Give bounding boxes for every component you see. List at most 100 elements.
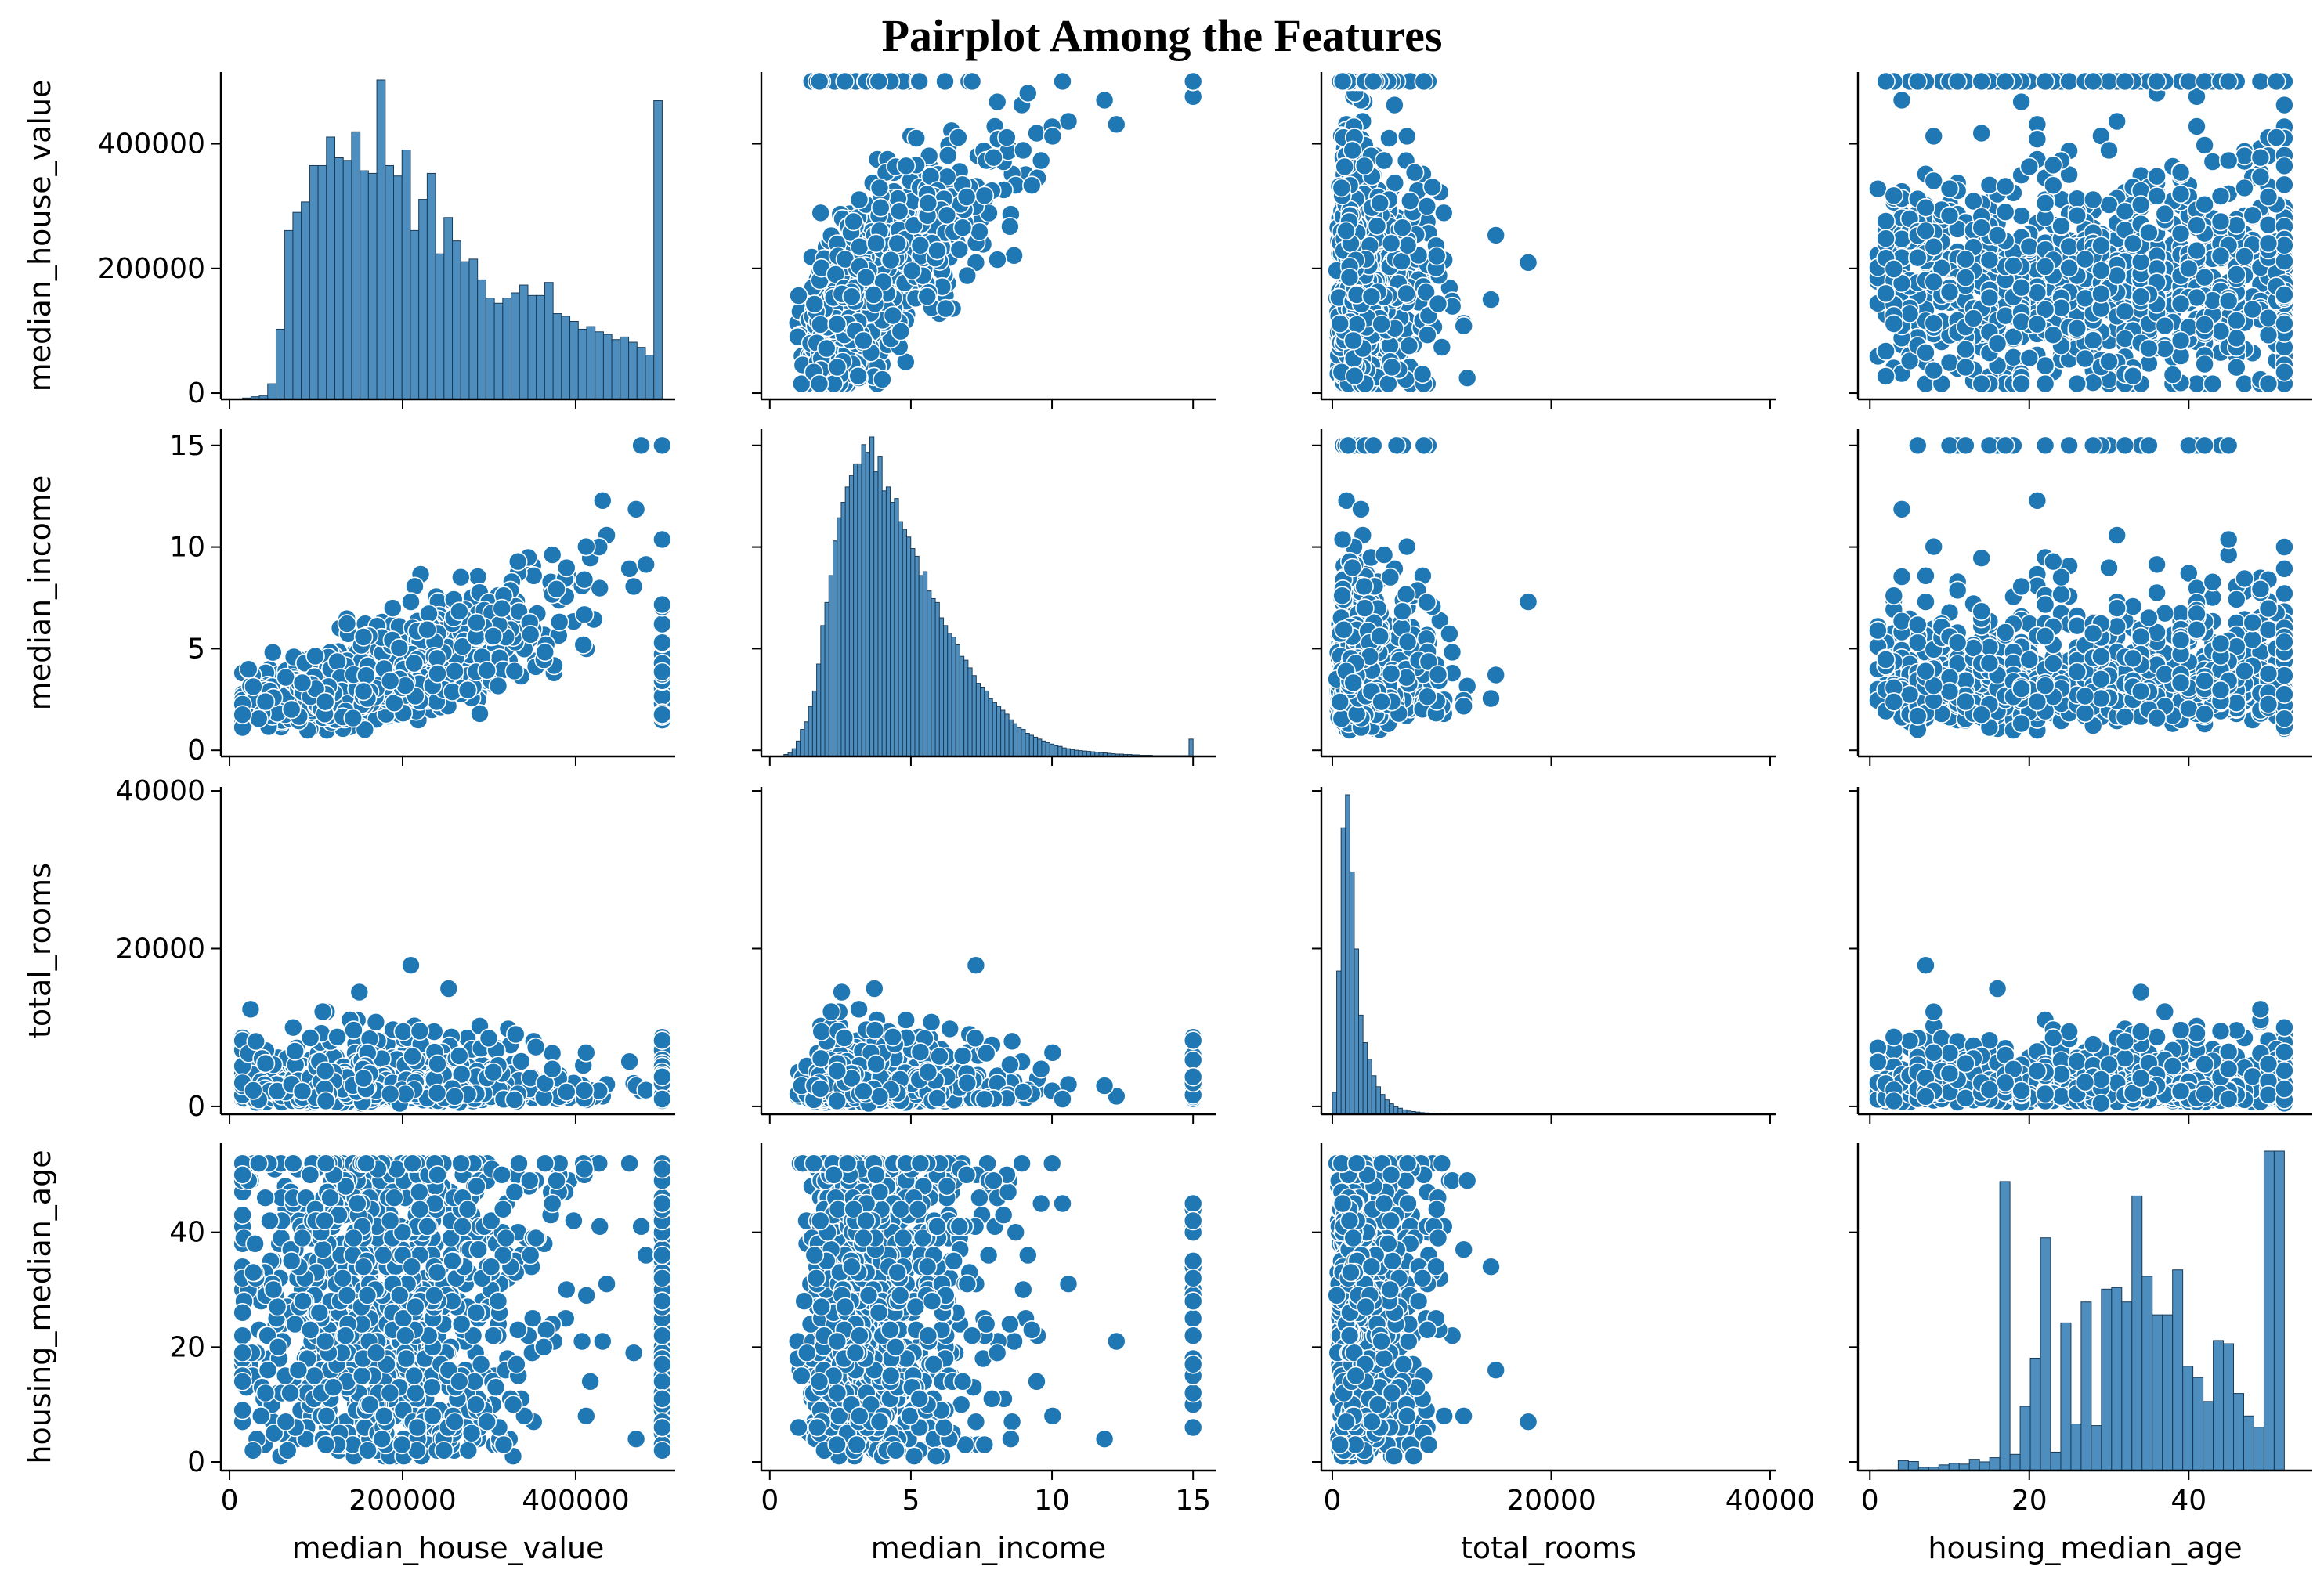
scatter-point <box>985 149 1003 167</box>
scatter-point <box>1433 338 1451 356</box>
histogram-bar <box>503 298 511 399</box>
scatter-point <box>2275 96 2293 114</box>
scatter-point <box>484 627 502 645</box>
scatter-point <box>653 663 671 681</box>
y-tick-label: 0 <box>187 734 205 767</box>
histogram-bar <box>519 285 528 399</box>
histogram-bar <box>1058 746 1062 756</box>
scatter-point <box>2188 288 2206 306</box>
histogram-bar <box>919 576 923 756</box>
scatter-point <box>897 157 915 175</box>
scatter-point <box>2212 187 2230 205</box>
scatter-point <box>2196 316 2214 334</box>
scatter-point <box>873 370 891 388</box>
histogram-bar <box>595 332 604 399</box>
scatter-point <box>418 621 436 639</box>
scatter-point <box>338 615 356 633</box>
scatter-point <box>1972 125 1990 143</box>
histogram-bar <box>992 702 996 756</box>
histogram-bar <box>309 165 318 399</box>
scatter-point <box>316 693 334 711</box>
scatter-point <box>1972 375 1990 393</box>
scatter-point <box>1362 287 1380 305</box>
scatter-point <box>2076 350 2094 368</box>
histogram-bar <box>1050 744 1054 756</box>
scatter-point <box>1368 217 1386 235</box>
scatter-point <box>240 660 258 678</box>
scatter-point <box>1060 113 1078 131</box>
histogram-bar <box>494 303 503 399</box>
scatter-point <box>2044 176 2062 194</box>
scatter-point <box>355 682 373 700</box>
histogram-bar <box>327 137 335 399</box>
scatter-point <box>1386 96 1404 114</box>
scatter-point <box>2084 190 2102 208</box>
scatter-point <box>2004 257 2022 275</box>
scatter-point <box>2020 238 2038 256</box>
scatter-point <box>1335 157 1354 175</box>
scatter-point <box>1415 72 1433 90</box>
scatter-point <box>1869 180 1887 198</box>
scatter-point <box>950 240 968 258</box>
scatter-point <box>390 639 408 657</box>
panel-median_income-vs-median_income <box>752 429 1216 766</box>
scatter-point <box>1941 180 1959 198</box>
histogram-bar <box>804 722 808 756</box>
scatter-point <box>2028 283 2046 301</box>
histogram-bar <box>952 637 956 756</box>
scatter-point <box>2268 128 2286 146</box>
scatter-point <box>1399 236 1417 254</box>
histogram-bar <box>931 598 935 756</box>
scatter-point <box>1997 72 2015 90</box>
scatter-point <box>2012 207 2030 225</box>
scatter-point <box>402 593 420 611</box>
histogram-bar <box>511 293 520 399</box>
scatter-point <box>1482 690 1500 708</box>
scatter-point <box>1406 164 1424 182</box>
scatter-point <box>446 662 464 680</box>
scatter-point <box>2196 196 2214 214</box>
histogram-bar <box>1042 741 1046 756</box>
scatter-point <box>811 72 829 90</box>
histogram-bar <box>453 241 461 399</box>
scatter-point <box>328 653 346 671</box>
scatter-point <box>903 262 921 280</box>
scatter-point <box>919 194 937 212</box>
scatter-point <box>2092 262 2110 280</box>
scatter-point <box>2100 196 2118 214</box>
scatter-point <box>1917 344 1935 362</box>
scatter-point <box>244 677 262 695</box>
histogram-bar <box>402 150 410 399</box>
scatter-point <box>1893 230 1911 248</box>
scatter-point <box>2037 258 2055 276</box>
histogram-bar <box>1189 739 1193 756</box>
scatter-point <box>1980 176 1998 194</box>
scatter-point <box>1909 72 1927 90</box>
histogram-bar <box>801 730 804 756</box>
scatter-point <box>493 600 511 618</box>
scatter-point <box>2275 175 2293 193</box>
scatter-point <box>2188 117 2206 135</box>
scatter-point <box>867 234 885 252</box>
scatter-point <box>576 571 594 589</box>
scatter-point <box>2140 224 2158 242</box>
scatter-point <box>1344 332 1362 350</box>
scatter-point <box>1941 283 1959 301</box>
histogram-bar <box>923 572 927 756</box>
scatter-point <box>891 323 909 341</box>
scatter-point <box>250 709 268 727</box>
scatter-point <box>522 626 540 644</box>
scatter-point <box>1901 305 1919 323</box>
histogram-bar <box>821 626 825 756</box>
scatter-point <box>865 286 883 304</box>
scatter-point <box>405 655 423 673</box>
scatter-point <box>1925 314 1943 332</box>
histogram-bar <box>895 499 898 756</box>
scatter-point <box>2275 236 2293 254</box>
scatter-point <box>2012 93 2030 111</box>
histogram-bar <box>1013 724 1017 756</box>
scatter-point <box>1520 254 1538 272</box>
scatter-point <box>989 93 1007 111</box>
scatter-point <box>811 316 829 334</box>
scatter-point <box>2084 331 2102 349</box>
